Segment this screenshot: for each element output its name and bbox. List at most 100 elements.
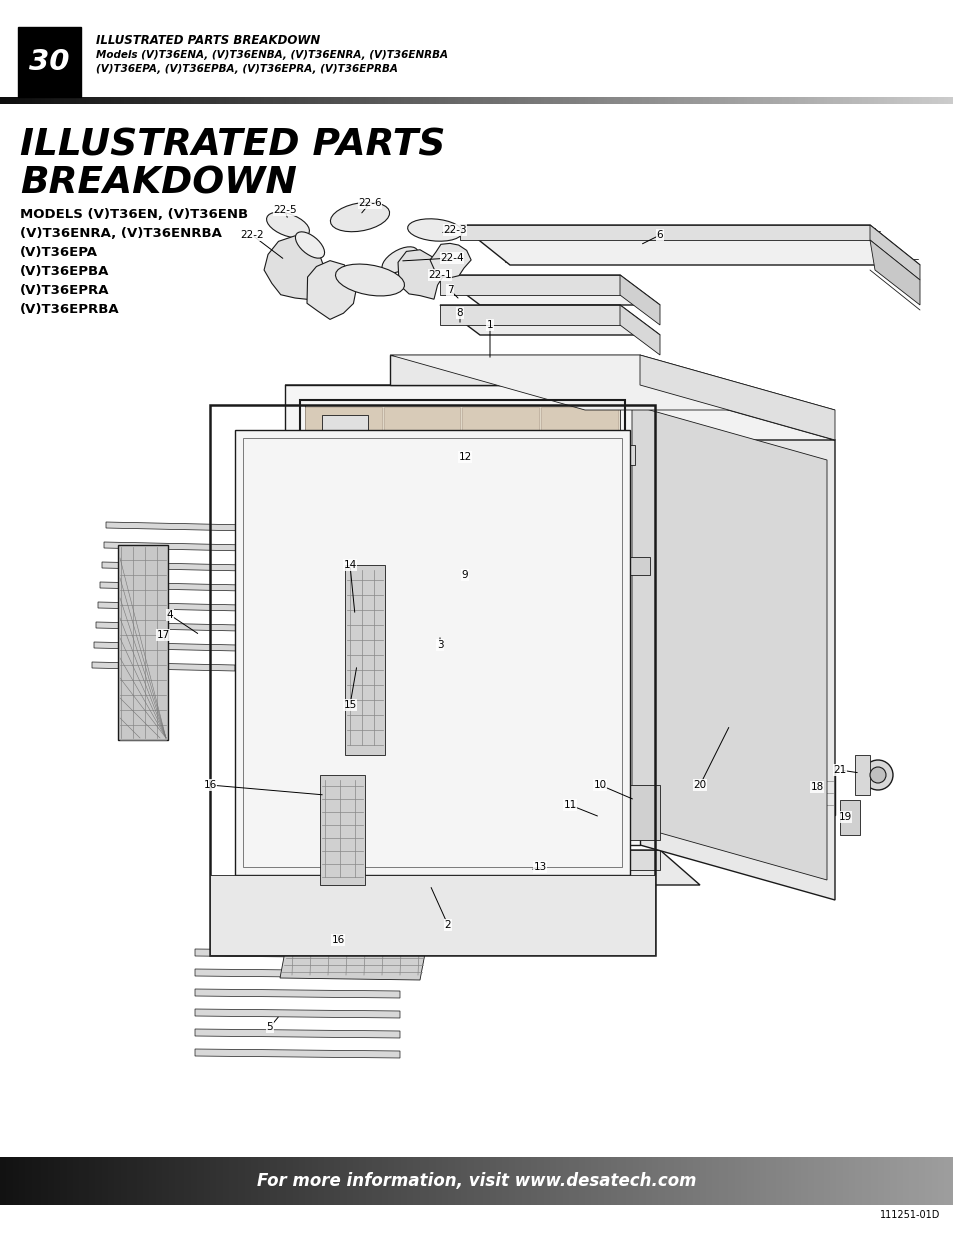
Polygon shape — [702, 1157, 705, 1205]
Polygon shape — [210, 1157, 213, 1205]
Polygon shape — [143, 98, 146, 104]
Polygon shape — [718, 1157, 721, 1205]
Polygon shape — [670, 1157, 674, 1205]
Polygon shape — [10, 98, 12, 104]
Polygon shape — [331, 98, 334, 104]
Polygon shape — [131, 1157, 133, 1205]
Polygon shape — [430, 243, 471, 278]
Polygon shape — [594, 1157, 598, 1205]
Polygon shape — [48, 1157, 51, 1205]
Polygon shape — [407, 98, 410, 104]
Polygon shape — [864, 98, 867, 104]
Polygon shape — [457, 98, 460, 104]
Polygon shape — [829, 98, 832, 104]
Polygon shape — [807, 1157, 810, 1205]
Polygon shape — [251, 98, 254, 104]
Polygon shape — [264, 1157, 267, 1205]
Polygon shape — [655, 98, 658, 104]
Polygon shape — [731, 1157, 734, 1205]
Polygon shape — [712, 1157, 715, 1205]
Polygon shape — [439, 275, 619, 295]
Text: 5: 5 — [267, 1023, 273, 1032]
Polygon shape — [441, 1157, 445, 1205]
Polygon shape — [918, 98, 922, 104]
Polygon shape — [908, 1157, 912, 1205]
Polygon shape — [798, 98, 801, 104]
Polygon shape — [493, 1157, 496, 1205]
Polygon shape — [476, 98, 479, 104]
Polygon shape — [479, 1157, 483, 1205]
Polygon shape — [383, 527, 460, 584]
Polygon shape — [474, 1157, 476, 1205]
Polygon shape — [136, 98, 140, 104]
Polygon shape — [100, 582, 243, 592]
Polygon shape — [89, 98, 92, 104]
Polygon shape — [51, 98, 54, 104]
Polygon shape — [285, 385, 639, 845]
Polygon shape — [750, 98, 753, 104]
Text: 6: 6 — [656, 230, 662, 240]
Polygon shape — [60, 1157, 64, 1205]
Polygon shape — [410, 98, 413, 104]
Polygon shape — [346, 1157, 350, 1205]
Polygon shape — [319, 776, 365, 885]
Polygon shape — [632, 1157, 636, 1205]
Polygon shape — [851, 1157, 855, 1205]
Polygon shape — [734, 98, 737, 104]
Polygon shape — [854, 755, 869, 795]
Polygon shape — [378, 98, 381, 104]
Polygon shape — [410, 1157, 413, 1205]
Polygon shape — [664, 98, 667, 104]
Polygon shape — [235, 98, 238, 104]
Polygon shape — [460, 1157, 464, 1205]
Polygon shape — [121, 1157, 124, 1205]
Polygon shape — [527, 1157, 531, 1205]
Polygon shape — [400, 98, 403, 104]
Polygon shape — [96, 622, 239, 631]
Polygon shape — [146, 98, 150, 104]
Polygon shape — [432, 98, 436, 104]
Circle shape — [434, 450, 446, 461]
Polygon shape — [912, 1157, 915, 1205]
Circle shape — [456, 451, 463, 459]
Polygon shape — [908, 98, 912, 104]
Polygon shape — [462, 408, 538, 464]
Polygon shape — [515, 1157, 517, 1205]
Polygon shape — [395, 445, 635, 466]
Polygon shape — [70, 1157, 73, 1205]
Polygon shape — [31, 1157, 35, 1205]
Polygon shape — [423, 587, 499, 643]
Polygon shape — [781, 98, 784, 104]
Polygon shape — [127, 98, 131, 104]
Polygon shape — [353, 1157, 355, 1205]
Polygon shape — [45, 1157, 48, 1205]
Polygon shape — [438, 98, 441, 104]
Polygon shape — [194, 948, 399, 958]
Polygon shape — [384, 98, 388, 104]
Polygon shape — [89, 1157, 92, 1205]
Text: Models (V)T36ENA, (V)T36ENBA, (V)T36ENRA, (V)T36ENRBA: Models (V)T36ENA, (V)T36ENBA, (V)T36ENRA… — [96, 49, 448, 61]
Polygon shape — [248, 98, 251, 104]
Polygon shape — [788, 98, 791, 104]
Polygon shape — [108, 98, 112, 104]
Polygon shape — [305, 98, 308, 104]
Polygon shape — [727, 1157, 731, 1205]
Polygon shape — [581, 98, 584, 104]
Polygon shape — [848, 1157, 851, 1205]
Polygon shape — [943, 98, 946, 104]
Polygon shape — [591, 98, 594, 104]
Text: For more information, visit www.desatech.com: For more information, visit www.desatech… — [257, 1172, 696, 1191]
Polygon shape — [880, 1157, 883, 1205]
Polygon shape — [114, 1157, 117, 1205]
Polygon shape — [73, 98, 76, 104]
Polygon shape — [181, 1157, 184, 1205]
Polygon shape — [194, 969, 399, 978]
Polygon shape — [501, 706, 578, 764]
Polygon shape — [124, 98, 127, 104]
Polygon shape — [540, 527, 618, 584]
Polygon shape — [869, 240, 919, 305]
Polygon shape — [870, 98, 874, 104]
Polygon shape — [588, 1157, 591, 1205]
Polygon shape — [686, 1157, 689, 1205]
Polygon shape — [598, 98, 600, 104]
